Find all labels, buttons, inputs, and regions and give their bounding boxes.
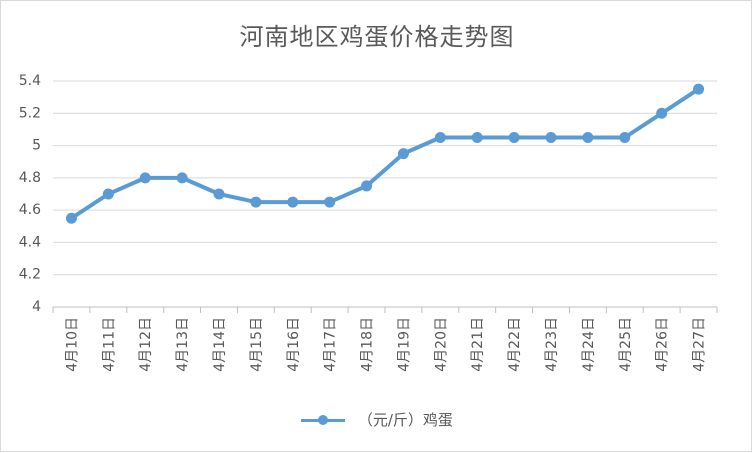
x-tick-label: 4月23日 [544,317,560,372]
x-tick-label: 4月24日 [581,317,597,372]
chart-title: 河南地区鸡蛋价格走势图 [239,23,515,51]
x-tick-label: 4月18日 [360,317,376,372]
x-tick-label: 4月17日 [323,317,339,372]
data-point [139,172,151,184]
x-tick-label: 4月14日 [212,317,228,372]
y-tick-label: 5 [32,138,41,154]
y-tick-label: 4.8 [19,170,41,186]
legend: （元/斤）鸡蛋 [1,409,752,430]
y-tick-label: 4.2 [19,267,41,283]
y-tick-label: 4.4 [19,234,41,250]
data-point [176,172,188,184]
x-tick-label: 4月19日 [396,317,412,372]
data-point [545,132,557,143]
data-point [250,196,262,208]
y-tick-label: 5.2 [19,105,41,121]
data-point [656,107,668,119]
x-tick-label: 4月27日 [692,317,708,372]
data-point [287,196,299,208]
y-tick-label: 4.6 [19,202,41,218]
data-point [361,180,373,192]
x-tick-label: 4月16日 [286,317,302,372]
x-tick-label: 4月10日 [64,317,80,372]
legend-swatch-icon [301,413,346,427]
x-tick-label: 4月25日 [618,317,634,372]
data-point [693,83,705,95]
data-point [508,132,520,143]
data-point [324,196,336,208]
x-tick-label: 4月26日 [655,317,671,372]
x-tick-label: 4月22日 [507,317,523,372]
x-tick-label: 4月11日 [101,317,117,372]
legend-label: （元/斤）鸡蛋 [357,411,453,429]
data-point [434,132,446,143]
x-tick-label: 4月12日 [138,317,154,372]
y-tick-label: 5.4 [19,73,41,89]
data-point [582,132,594,143]
data-point [619,132,631,143]
data-point [397,148,409,160]
data-point [65,212,77,224]
series-line [69,87,701,221]
y-tick-label: 4 [32,299,41,315]
x-tick-label: 4月20日 [433,317,449,372]
x-tick-label: 4月21日 [470,317,486,372]
x-tick-label: 4月15日 [249,317,265,372]
x-tick-label: 4月13日 [175,317,191,372]
data-point [213,188,225,200]
data-point [102,188,114,200]
data-point [471,132,483,143]
